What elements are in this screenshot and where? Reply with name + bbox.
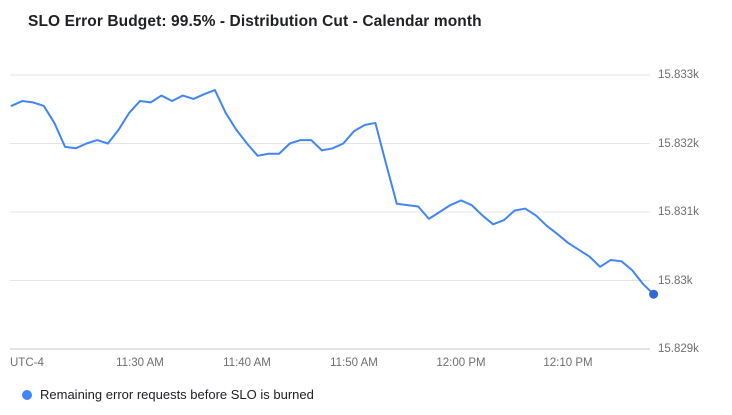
slo-line-chart[interactable] [0, 60, 732, 370]
x-axis-tick-label: 12:00 PM [436, 357, 486, 369]
legend-label: Remaining error requests before SLO is b… [40, 387, 314, 402]
y-axis-label: 15.831k [658, 206, 699, 218]
gridlines [10, 74, 650, 350]
chart-title: SLO Error Budget: 99.5% - Distribution C… [28, 13, 482, 30]
x-axis-tick-label: 12:10 PM [543, 357, 593, 369]
latest-value-dot [649, 289, 659, 299]
y-axis-label: 15.833k [658, 69, 699, 81]
legend-dot-icon [22, 389, 32, 400]
x-axis-tick-label: 11:40 AM [223, 357, 271, 369]
y-axis-label: 15.83k [658, 274, 693, 287]
legend-item[interactable]: Remaining error requests before SLO is b… [22, 387, 314, 402]
timezone-label: UTC-4 [10, 357, 44, 369]
slo-series-line [10, 89, 655, 296]
y-axis-label: 15.832k [658, 137, 699, 150]
x-axis-tick-label: 11:50 AM [330, 357, 378, 369]
y-axis-label: 15.829k [658, 343, 699, 355]
x-axis-tick-label: 11:30 AM [116, 357, 164, 369]
